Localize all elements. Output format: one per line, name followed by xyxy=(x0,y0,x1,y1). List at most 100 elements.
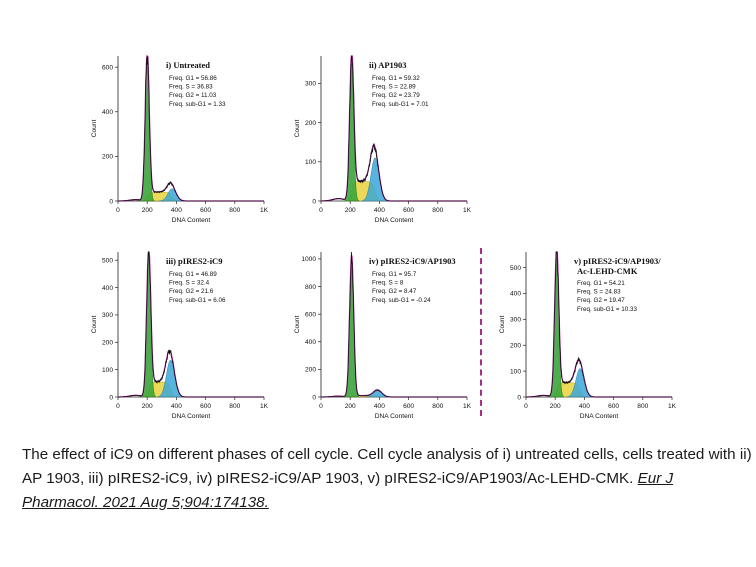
frequency-stat: Freq. G2 = 23.79 xyxy=(372,92,420,99)
x-tick-label: 400 xyxy=(171,403,182,410)
y-tick-label: 200 xyxy=(305,367,316,374)
histogram-panel-5: 0 100 200 300 400 500 0 200 400 600 800 1K DNA Conte… xyxy=(490,244,686,424)
x-tick-label: 600 xyxy=(403,207,414,214)
frequency-stat: Freq. G1 = 54.21 xyxy=(577,280,625,287)
x-tick-label: 200 xyxy=(550,403,561,410)
x-tick-label: 1K xyxy=(260,207,269,214)
y-tick-label: 800 xyxy=(305,284,316,291)
figure-caption: The effect of iC9 on different phases of… xyxy=(22,443,752,515)
x-tick-label: 0 xyxy=(524,403,528,410)
y-tick-label: 0 xyxy=(109,394,113,401)
x-axis-label: DNA Content xyxy=(172,413,211,420)
panel-title: i) Untreated xyxy=(166,60,210,70)
y-tick-label: 0 xyxy=(312,394,316,401)
x-tick-label: 800 xyxy=(432,207,443,214)
frequency-stat: Freq. G2 = 11.03 xyxy=(169,92,217,99)
histogram-panel-4: 0 200 400 600 800 1000 0 200 400 600 800 1K DNA Cont… xyxy=(285,244,481,424)
histogram-line xyxy=(526,251,672,398)
y-tick-label: 0 xyxy=(517,394,521,401)
x-tick-label: 1K xyxy=(463,403,472,410)
frequency-stat: Freq. sub-G1 = 1.33 xyxy=(169,101,226,108)
panel-title: iii) pIRES2-iC9 xyxy=(166,256,222,266)
y-tick-label: 0 xyxy=(312,198,316,205)
y-tick-label: 600 xyxy=(102,64,113,71)
frequency-stat: Freq. S = 8 xyxy=(372,280,404,287)
y-tick-label: 500 xyxy=(510,265,521,272)
x-tick-label: 400 xyxy=(171,207,182,214)
y-tick-label: 200 xyxy=(510,343,521,350)
histogram-panel-1: 0 200 400 600 0 200 400 600 800 1K DNA Content Coun… xyxy=(82,48,278,228)
frequency-stat: Freq. S = 36.83 xyxy=(169,84,213,91)
histogram-chart-5: 0 100 200 300 400 500 0 200 400 600 800 1K DNA Conte… xyxy=(499,251,677,420)
x-axis-label: DNA Content xyxy=(375,413,414,420)
y-tick-label: 100 xyxy=(102,367,113,374)
x-tick-label: 0 xyxy=(319,403,323,410)
histogram-line xyxy=(118,251,264,398)
y-tick-label: 100 xyxy=(305,159,316,166)
y-tick-label: 200 xyxy=(305,120,316,127)
caption-citation[interactable]: Eur J Pharmacol. 2021 Aug 5;904:174138. xyxy=(22,470,674,511)
x-tick-label: 1K xyxy=(260,403,269,410)
x-tick-label: 400 xyxy=(374,403,385,410)
y-tick-label: 300 xyxy=(305,81,316,88)
histogram-chart-1: 0 200 400 600 0 200 400 600 800 1K DNA Content Coun… xyxy=(91,55,269,224)
caption-text: The effect of iC9 on different phases of… xyxy=(22,446,752,487)
y-tick-label: 400 xyxy=(510,291,521,298)
g1-peak-area xyxy=(344,258,360,398)
x-tick-label: 200 xyxy=(345,403,356,410)
y-tick-label: 600 xyxy=(305,311,316,318)
x-tick-label: 800 xyxy=(229,403,240,410)
frequency-stat: Freq. sub-G1 = 6.06 xyxy=(169,297,226,304)
panel-divider xyxy=(480,248,482,416)
x-tick-label: 0 xyxy=(116,207,120,214)
x-tick-label: 600 xyxy=(608,403,619,410)
x-tick-label: 600 xyxy=(200,403,211,410)
panel-title-line2: Ac-LEHD-CMK xyxy=(577,266,638,276)
frequency-stat: Freq. G1 = 95.7 xyxy=(372,271,417,278)
y-tick-label: 500 xyxy=(102,258,113,265)
y-tick-label: 200 xyxy=(102,154,113,161)
y-tick-label: 200 xyxy=(102,340,113,347)
y-axis-label: Count xyxy=(294,120,301,138)
x-tick-label: 200 xyxy=(142,403,153,410)
histogram-panel-3: 0 100 200 300 400 500 0 200 400 600 800 1K DNA Conte… xyxy=(82,244,278,424)
x-tick-label: 800 xyxy=(229,207,240,214)
g1-peak-area xyxy=(344,63,360,202)
frequency-stat: Freq. S = 32.4 xyxy=(169,280,210,287)
x-axis-label: DNA Content xyxy=(375,217,414,224)
x-tick-label: 400 xyxy=(579,403,590,410)
x-tick-label: 0 xyxy=(319,207,323,214)
frequency-stat: Freq. G2 = 21.6 xyxy=(169,288,214,295)
frequency-stat: Freq. S = 22.89 xyxy=(372,84,416,91)
x-tick-label: 600 xyxy=(403,403,414,410)
x-tick-label: 400 xyxy=(374,207,385,214)
y-tick-label: 400 xyxy=(305,339,316,346)
frequency-stat: Freq. G2 = 8.47 xyxy=(372,288,417,295)
frequency-stat: Freq. G1 = 46.89 xyxy=(169,271,217,278)
y-tick-label: 300 xyxy=(510,317,521,324)
y-axis-label: Count xyxy=(294,316,301,334)
y-axis-label: Count xyxy=(91,316,98,334)
y-tick-label: 400 xyxy=(102,109,113,116)
panel-title: iv) pIRES2-iC9/AP1903 xyxy=(369,256,456,266)
x-tick-label: 200 xyxy=(142,207,153,214)
x-tick-label: 1K xyxy=(463,207,472,214)
x-tick-label: 1K xyxy=(668,403,677,410)
x-axis-label: DNA Content xyxy=(172,217,211,224)
y-tick-label: 300 xyxy=(102,312,113,319)
histogram-line xyxy=(118,55,264,202)
x-tick-label: 200 xyxy=(345,207,356,214)
y-axis-label: Count xyxy=(499,316,506,334)
x-tick-label: 0 xyxy=(116,403,120,410)
x-tick-label: 800 xyxy=(637,403,648,410)
frequency-stat: Freq. G1 = 59.32 xyxy=(372,75,420,82)
frequency-stat: Freq. S = 24.83 xyxy=(577,289,621,296)
frequency-stat: Freq. G2 = 19.47 xyxy=(577,297,625,304)
panel-title: ii) AP1903 xyxy=(369,60,407,70)
histogram-chart-3: 0 100 200 300 400 500 0 200 400 600 800 1K DNA Conte… xyxy=(91,251,269,420)
y-tick-label: 400 xyxy=(102,285,113,292)
y-tick-label: 0 xyxy=(109,198,113,205)
frequency-stat: Freq. sub-G1 = -0.24 xyxy=(372,297,431,304)
histogram-line xyxy=(321,55,467,202)
frequency-stat: Freq. G1 = 56.86 xyxy=(169,75,217,82)
